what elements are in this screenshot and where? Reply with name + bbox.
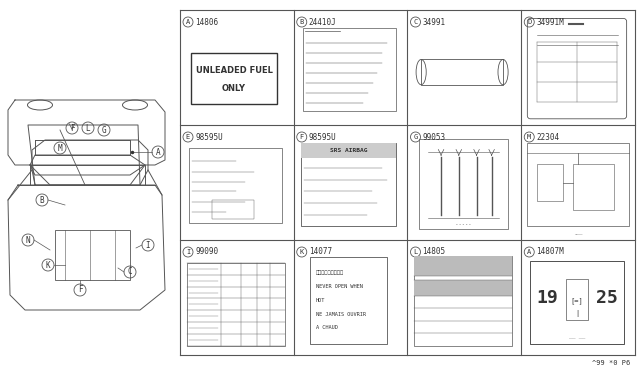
Text: 熱い時、あけるな。: 熱い時、あけるな。 xyxy=(316,270,344,275)
Text: E: E xyxy=(186,134,190,140)
Text: [=]: [=] xyxy=(571,297,584,304)
Text: B: B xyxy=(40,196,44,205)
Text: C: C xyxy=(413,19,418,25)
Text: NE JAMAIS OUVRIR: NE JAMAIS OUVRIR xyxy=(316,312,366,317)
Text: B: B xyxy=(300,19,304,25)
Text: ^99 *0 P6: ^99 *0 P6 xyxy=(592,360,630,366)
Text: 22304: 22304 xyxy=(536,132,559,141)
Text: F: F xyxy=(77,285,83,295)
Text: HOT: HOT xyxy=(316,298,325,303)
Text: - - - - -: - - - - - xyxy=(456,221,470,227)
Text: C: C xyxy=(128,267,132,276)
Text: M: M xyxy=(527,134,531,140)
Text: 14077: 14077 xyxy=(308,247,332,257)
Text: A: A xyxy=(527,249,531,255)
Text: G: G xyxy=(102,125,106,135)
Bar xyxy=(566,279,588,320)
Bar xyxy=(573,164,614,210)
Text: 99053: 99053 xyxy=(422,132,445,141)
Text: 24410J: 24410J xyxy=(308,17,337,26)
Bar xyxy=(414,280,512,296)
Text: M: M xyxy=(58,144,62,153)
Text: F: F xyxy=(70,124,74,132)
Text: UNLEADED FUEL: UNLEADED FUEL xyxy=(196,66,273,75)
Bar xyxy=(187,263,285,346)
Bar xyxy=(301,143,396,226)
Bar xyxy=(537,164,563,201)
Text: L: L xyxy=(86,124,90,132)
Bar xyxy=(414,256,512,346)
Bar xyxy=(527,143,629,226)
Text: A CHAUD: A CHAUD xyxy=(316,326,338,330)
Bar xyxy=(531,261,623,343)
Bar xyxy=(414,256,512,276)
Text: G: G xyxy=(413,134,418,140)
Text: 98595U: 98595U xyxy=(195,132,223,141)
Text: 19: 19 xyxy=(536,289,558,307)
Text: K: K xyxy=(300,249,304,255)
Text: 34991M: 34991M xyxy=(536,17,564,26)
Text: D: D xyxy=(527,19,531,25)
Text: ____: ____ xyxy=(574,231,582,235)
Bar xyxy=(310,257,387,343)
Text: 14807M: 14807M xyxy=(536,247,564,257)
Text: 25: 25 xyxy=(596,289,618,307)
Bar xyxy=(419,139,508,228)
Bar xyxy=(421,60,503,85)
Text: SRS AIRBAG: SRS AIRBAG xyxy=(330,148,367,153)
Bar xyxy=(55,230,130,280)
Text: 14805: 14805 xyxy=(422,247,445,257)
Text: A: A xyxy=(186,19,190,25)
Text: 14806: 14806 xyxy=(195,17,218,26)
Bar xyxy=(191,52,276,104)
Text: 34991: 34991 xyxy=(422,17,445,26)
Text: I: I xyxy=(146,241,150,250)
Text: F: F xyxy=(300,134,304,140)
Text: A: A xyxy=(156,148,160,157)
Text: L: L xyxy=(413,249,418,255)
Bar xyxy=(189,148,282,223)
Text: 98595U: 98595U xyxy=(308,132,337,141)
Text: I: I xyxy=(186,249,190,255)
Text: K: K xyxy=(45,260,51,269)
Text: __ __: __ __ xyxy=(569,333,585,338)
Bar xyxy=(212,201,254,219)
Text: ONLY: ONLY xyxy=(222,84,246,93)
Bar xyxy=(301,143,396,158)
Text: 99090: 99090 xyxy=(195,247,218,257)
Text: NEVER OPEN WHEN: NEVER OPEN WHEN xyxy=(316,284,363,289)
Text: |: | xyxy=(575,310,579,317)
Text: N: N xyxy=(26,235,30,244)
Bar xyxy=(303,28,396,111)
